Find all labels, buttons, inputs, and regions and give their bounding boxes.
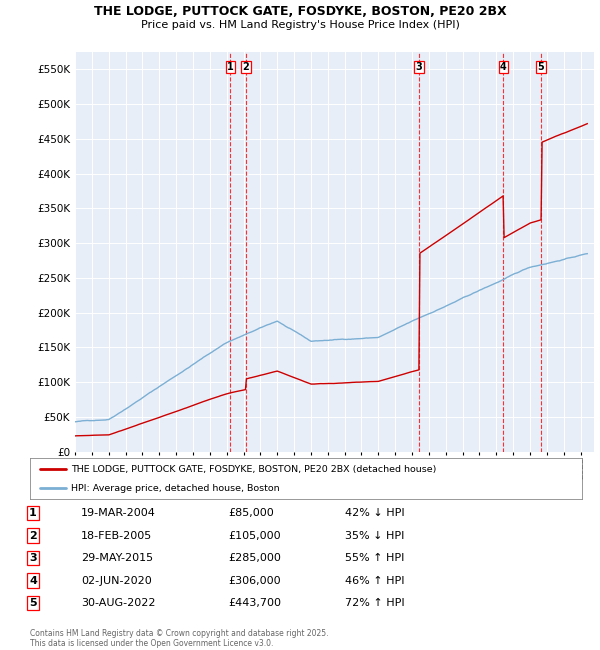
Text: THE LODGE, PUTTOCK GATE, FOSDYKE, BOSTON, PE20 2BX: THE LODGE, PUTTOCK GATE, FOSDYKE, BOSTON…: [94, 5, 506, 18]
Text: 5: 5: [29, 598, 37, 608]
Text: Contains HM Land Registry data © Crown copyright and database right 2025.
This d: Contains HM Land Registry data © Crown c…: [30, 629, 329, 648]
Text: 19-MAR-2004: 19-MAR-2004: [81, 508, 156, 518]
Text: 4: 4: [29, 575, 37, 586]
Text: £443,700: £443,700: [228, 598, 281, 608]
Text: 55% ↑ HPI: 55% ↑ HPI: [345, 553, 404, 563]
Text: 02-JUN-2020: 02-JUN-2020: [81, 575, 152, 586]
Text: THE LODGE, PUTTOCK GATE, FOSDYKE, BOSTON, PE20 2BX (detached house): THE LODGE, PUTTOCK GATE, FOSDYKE, BOSTON…: [71, 465, 437, 474]
Text: 3: 3: [416, 62, 422, 72]
Text: 4: 4: [500, 62, 507, 72]
Text: 1: 1: [227, 62, 234, 72]
Text: 1: 1: [29, 508, 37, 518]
Text: Price paid vs. HM Land Registry's House Price Index (HPI): Price paid vs. HM Land Registry's House …: [140, 20, 460, 29]
Text: £85,000: £85,000: [228, 508, 274, 518]
Text: 30-AUG-2022: 30-AUG-2022: [81, 598, 155, 608]
Text: 72% ↑ HPI: 72% ↑ HPI: [345, 598, 404, 608]
Text: £105,000: £105,000: [228, 530, 281, 541]
Text: HPI: Average price, detached house, Boston: HPI: Average price, detached house, Bost…: [71, 484, 280, 493]
Text: £306,000: £306,000: [228, 575, 281, 586]
Text: 29-MAY-2015: 29-MAY-2015: [81, 553, 153, 563]
Text: 46% ↑ HPI: 46% ↑ HPI: [345, 575, 404, 586]
Text: 5: 5: [538, 62, 544, 72]
Text: 3: 3: [29, 553, 37, 563]
Text: 18-FEB-2005: 18-FEB-2005: [81, 530, 152, 541]
Text: 35% ↓ HPI: 35% ↓ HPI: [345, 530, 404, 541]
Text: 2: 2: [242, 62, 249, 72]
Text: 2: 2: [29, 530, 37, 541]
Text: £285,000: £285,000: [228, 553, 281, 563]
Text: 42% ↓ HPI: 42% ↓ HPI: [345, 508, 404, 518]
